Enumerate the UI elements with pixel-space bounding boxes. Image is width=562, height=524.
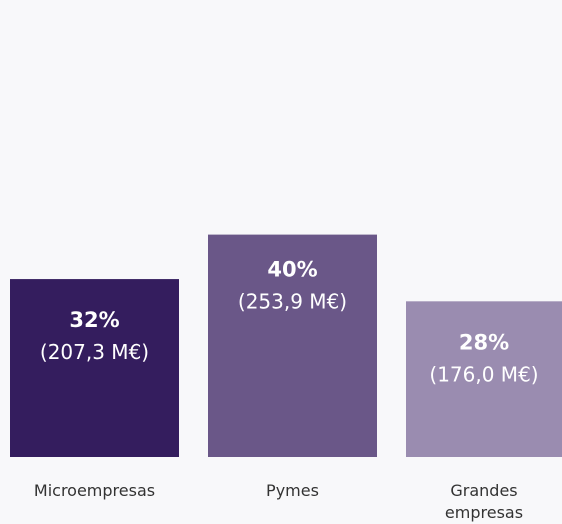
labels-group: 32% (207,3 M€) Microempresas 40% (253,9 M€) P… — [34, 258, 539, 522]
bar-3 — [406, 301, 562, 457]
bar-1 — [10, 279, 179, 457]
bar-value-label-1: 32% — [69, 308, 119, 332]
bar-amount-label-2: (253,9 M€) — [238, 290, 347, 314]
bars-group — [10, 234, 562, 457]
category-label-1: Microempresas — [34, 481, 155, 500]
category-label-2: Pymes — [266, 481, 319, 500]
category-label-3: Grandes empresas — [445, 481, 523, 522]
bar-value-label-2: 40% — [267, 258, 317, 282]
bar-value-label-3: 28% — [459, 330, 509, 354]
bar-2 — [208, 234, 377, 457]
bar-amount-label-3: (176,0 M€) — [429, 362, 538, 386]
bar-amount-label-1: (207,3 M€) — [40, 340, 149, 364]
